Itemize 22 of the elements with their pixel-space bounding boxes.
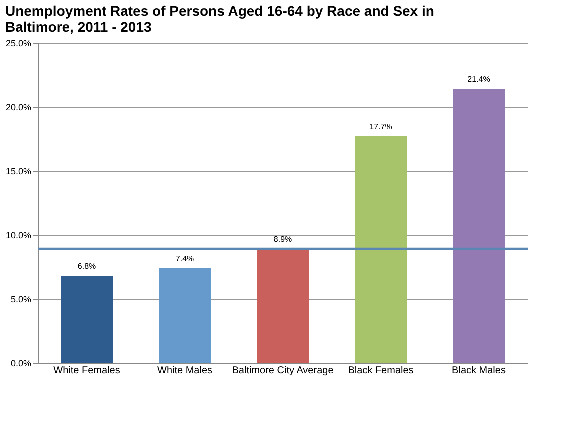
x-tick-label: White Females	[54, 366, 120, 376]
bar	[355, 136, 407, 363]
y-tick-label: 15.0%	[6, 166, 32, 176]
bar	[257, 249, 309, 363]
data-label: 6.8%	[78, 262, 96, 271]
bar	[453, 89, 505, 363]
y-tick-label: 10.0%	[6, 230, 32, 240]
y-tick-label: 20.0%	[6, 102, 32, 112]
bar	[61, 276, 113, 363]
data-label: 21.4%	[468, 75, 490, 84]
x-tick-label: Baltimore City Average	[232, 366, 334, 376]
data-label: 7.4%	[176, 254, 194, 264]
x-tick-label: White Males	[157, 366, 213, 376]
x-tick-label: Black Females	[348, 366, 414, 376]
chart-title: Unemployment Rates of Persons Aged 16-64 by Race and Sex in Baltimore, 2011 - 2013	[5, 3, 434, 35]
data-label: 17.7%	[370, 122, 392, 132]
y-tick-label: 5.0%	[10, 294, 32, 304]
x-tick-label: Black Males	[452, 366, 506, 376]
y-tick-label: 0.0%	[10, 358, 32, 368]
y-tick-label: 25.0%	[6, 38, 32, 48]
bar	[159, 268, 211, 363]
data-label: 8.9%	[274, 235, 292, 244]
